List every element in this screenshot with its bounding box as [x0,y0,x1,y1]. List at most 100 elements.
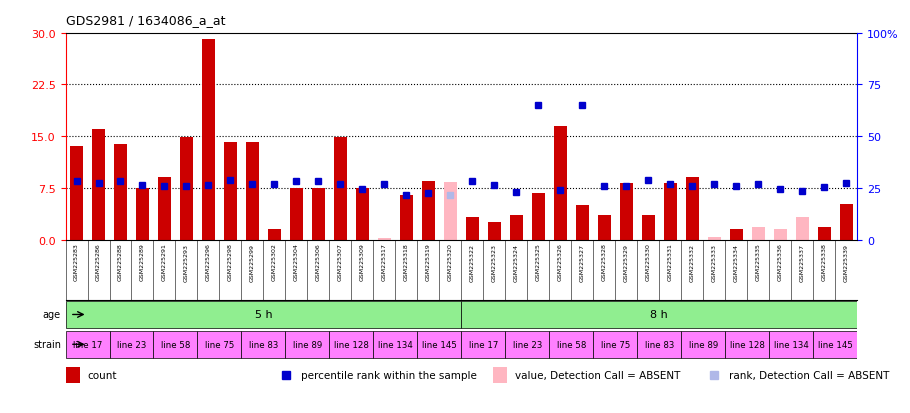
FancyBboxPatch shape [725,331,769,358]
Bar [685,178,699,240]
Text: value, Detection Call = ABSENT: value, Detection Call = ABSENT [515,370,681,380]
Bar [268,230,281,240]
Bar [510,216,523,240]
Bar [493,367,507,383]
Text: line 23: line 23 [512,340,542,349]
Text: GSM225296: GSM225296 [206,243,211,281]
FancyBboxPatch shape [550,331,593,358]
FancyBboxPatch shape [505,331,550,358]
Text: line 23: line 23 [116,340,147,349]
Text: count: count [87,370,117,380]
Text: GSM225330: GSM225330 [646,243,651,281]
Text: GSM225327: GSM225327 [580,243,585,281]
FancyBboxPatch shape [418,331,461,358]
Bar [136,188,149,240]
Text: GSM225317: GSM225317 [382,243,387,281]
FancyBboxPatch shape [593,331,637,358]
Text: GSM225332: GSM225332 [690,243,694,281]
Bar [642,216,655,240]
Text: GSM225333: GSM225333 [712,243,717,281]
Text: GSM225291: GSM225291 [162,243,167,281]
Bar [356,188,369,240]
Bar [92,130,105,240]
Text: GSM225338: GSM225338 [822,243,826,281]
Text: GSM225335: GSM225335 [756,243,761,281]
Text: line 17: line 17 [73,340,102,349]
Text: GSM225293: GSM225293 [184,243,189,281]
Bar [70,147,83,240]
Text: GSM225319: GSM225319 [426,243,430,281]
Text: line 89: line 89 [689,340,718,349]
Text: GSM225289: GSM225289 [140,243,145,281]
Bar [598,216,611,240]
Text: GSM225323: GSM225323 [492,243,497,281]
Bar [817,228,831,240]
Text: line 134: line 134 [774,340,809,349]
Text: strain: strain [33,339,61,349]
FancyBboxPatch shape [461,331,505,358]
Bar [488,223,501,240]
Bar [466,218,479,240]
Bar [708,238,721,240]
Text: line 128: line 128 [730,340,764,349]
FancyBboxPatch shape [154,331,197,358]
FancyBboxPatch shape [814,331,857,358]
Bar [224,142,237,240]
Bar [752,228,764,240]
FancyBboxPatch shape [109,331,154,358]
FancyBboxPatch shape [461,301,857,328]
Text: rank, Detection Call = ABSENT: rank, Detection Call = ABSENT [729,370,889,380]
Text: GSM225334: GSM225334 [733,243,739,281]
FancyBboxPatch shape [286,331,329,358]
FancyBboxPatch shape [241,331,286,358]
Text: GSM225326: GSM225326 [558,243,562,281]
Bar [576,206,589,240]
Text: GSM225337: GSM225337 [800,243,804,281]
Text: GSM225306: GSM225306 [316,243,321,280]
Text: GSM225328: GSM225328 [602,243,607,281]
Text: GSM225324: GSM225324 [514,243,519,281]
Text: GSM225339: GSM225339 [844,243,849,281]
FancyBboxPatch shape [329,331,373,358]
Text: GSM225329: GSM225329 [624,243,629,281]
Text: GSM225298: GSM225298 [228,243,233,281]
Text: line 145: line 145 [818,340,853,349]
Text: GSM225331: GSM225331 [668,243,672,281]
FancyBboxPatch shape [682,331,725,358]
Text: GSM225309: GSM225309 [360,243,365,281]
Text: age: age [43,310,61,320]
FancyBboxPatch shape [769,331,814,358]
Bar [620,183,632,240]
Text: line 58: line 58 [161,340,190,349]
Bar [421,181,435,240]
Bar [66,367,80,383]
Bar [553,126,567,240]
Text: line 83: line 83 [248,340,278,349]
Bar [730,230,743,240]
Bar [312,188,325,240]
Text: GSM225307: GSM225307 [338,243,343,281]
Text: 8 h: 8 h [651,310,668,320]
Bar [202,40,215,240]
Text: line 17: line 17 [469,340,498,349]
Text: line 75: line 75 [601,340,630,349]
Bar [334,138,347,240]
Text: GSM225283: GSM225283 [74,243,79,281]
Text: line 145: line 145 [422,340,457,349]
Text: GSM225320: GSM225320 [448,243,453,281]
Text: GSM225336: GSM225336 [778,243,783,281]
Text: line 134: line 134 [378,340,413,349]
Text: line 89: line 89 [293,340,322,349]
Bar [289,188,303,240]
Bar [840,204,853,240]
FancyBboxPatch shape [197,331,241,358]
Text: GSM225302: GSM225302 [272,243,277,281]
Text: GSM225299: GSM225299 [250,243,255,281]
FancyBboxPatch shape [373,331,418,358]
Text: GSM225322: GSM225322 [470,243,475,281]
Text: GSM225304: GSM225304 [294,243,298,281]
FancyBboxPatch shape [66,331,109,358]
Text: GDS2981 / 1634086_a_at: GDS2981 / 1634086_a_at [66,14,225,27]
Text: GSM225318: GSM225318 [404,243,409,280]
Bar [774,230,787,240]
